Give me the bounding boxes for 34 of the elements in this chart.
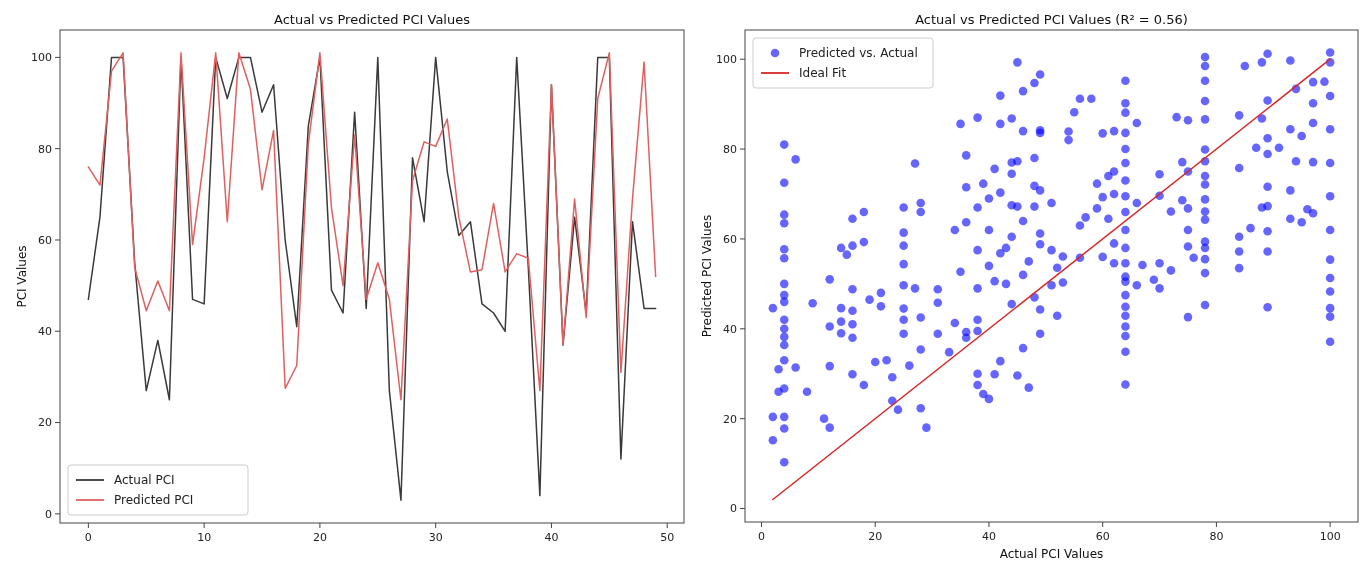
legend-label: Actual PCI — [114, 473, 175, 488]
legend-label: Ideal Fit — [799, 66, 847, 81]
x-tick-label: 0 — [84, 531, 92, 544]
y-axis-title: Predicted PCI Values — [700, 214, 714, 338]
y-tick-label: 60 — [38, 233, 52, 247]
y-tick-label: 0 — [45, 507, 52, 521]
x-tick-label: 100 — [1319, 530, 1341, 543]
y-tick-label: 20 — [38, 416, 52, 430]
x-tick-label: 60 — [1095, 530, 1110, 543]
y-tick-label: 0 — [730, 502, 737, 516]
x-tick-label: 50 — [660, 531, 675, 544]
y-tick-label: 40 — [723, 322, 737, 336]
x-axis-title: Actual PCI Values — [999, 547, 1104, 561]
y-tick-label: 20 — [723, 412, 737, 426]
x-tick-label: 80 — [1209, 530, 1224, 543]
legend-label: Predicted PCI — [114, 493, 194, 508]
y-tick-label: 80 — [38, 142, 52, 156]
y-axis-title: PCI Values — [15, 245, 29, 308]
x-tick-label: 0 — [757, 530, 765, 543]
legend-label: Predicted vs. Actual — [799, 46, 918, 61]
y-tick-label: 60 — [723, 232, 737, 246]
x-tick-label: 10 — [197, 531, 212, 544]
y-tick-label: 40 — [38, 325, 52, 339]
x-tick-label: 40 — [544, 531, 559, 544]
chart-title: Actual vs Predicted PCI Values — [274, 12, 471, 27]
y-tick-label: 100 — [716, 53, 737, 67]
x-tick-label: 20 — [868, 530, 883, 543]
x-tick-label: 20 — [312, 531, 327, 544]
y-tick-label: 100 — [31, 51, 52, 65]
x-tick-label: 40 — [981, 530, 996, 543]
line-series — [87, 52, 657, 401]
y-tick-label: 80 — [723, 142, 737, 156]
x-tick-label: 30 — [428, 531, 443, 544]
chart-title: Actual vs Predicted PCI Values (R² = 0.56) — [915, 12, 1188, 27]
